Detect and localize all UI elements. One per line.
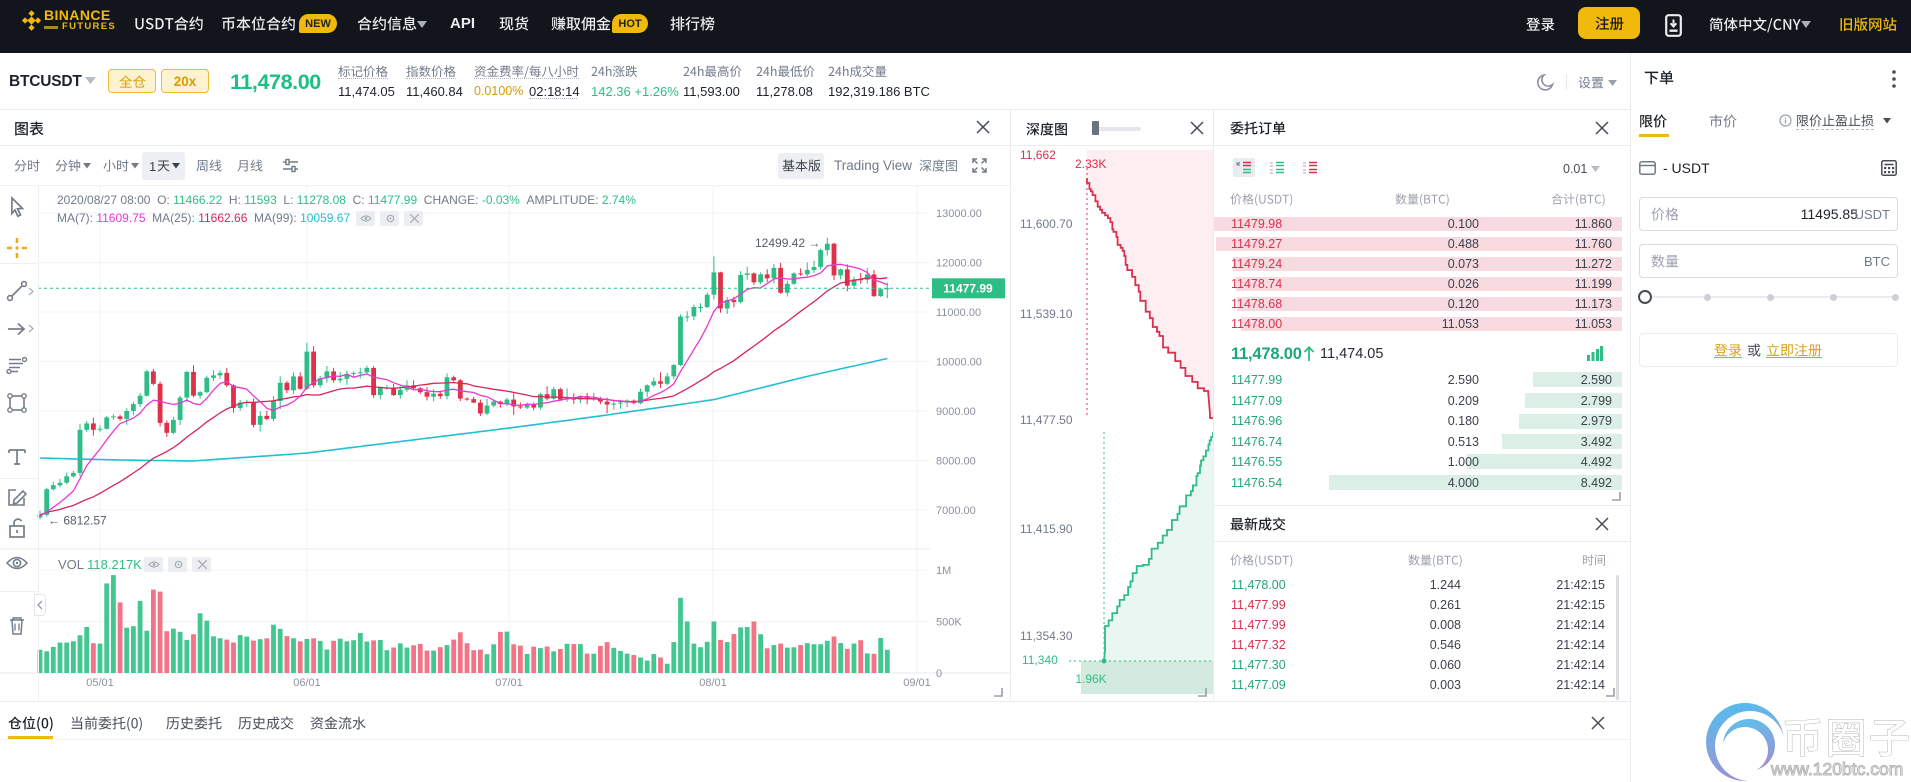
svg-text:11477.99: 11477.99	[943, 281, 993, 295]
svg-text:1M: 1M	[936, 565, 951, 577]
svg-text:12000.00: 12000.00	[936, 258, 982, 270]
svg-text:0: 0	[936, 668, 942, 680]
svg-text:09/01: 09/01	[903, 677, 931, 689]
svg-text:07/01: 07/01	[495, 677, 523, 689]
svg-text:10000.00: 10000.00	[936, 357, 982, 369]
svg-text:500K: 500K	[936, 617, 962, 629]
svg-text:06/01: 06/01	[293, 677, 321, 689]
svg-text:8000.00: 8000.00	[936, 456, 976, 468]
svg-text:11000.00: 11000.00	[936, 307, 981, 319]
svg-text:12499.42 →: 12499.42 →	[755, 236, 820, 250]
svg-text:05/01: 05/01	[86, 677, 114, 689]
svg-text:08/01: 08/01	[699, 677, 727, 689]
svg-text:7000.00: 7000.00	[936, 505, 976, 517]
svg-text:9000.00: 9000.00	[936, 406, 976, 418]
svg-text:1.96K: 1.96K	[1075, 672, 1106, 686]
svg-text:2.33K: 2.33K	[1075, 157, 1106, 171]
svg-text:← 6812.57: ← 6812.57	[48, 513, 107, 527]
svg-text:13000.00: 13000.00	[936, 208, 982, 220]
